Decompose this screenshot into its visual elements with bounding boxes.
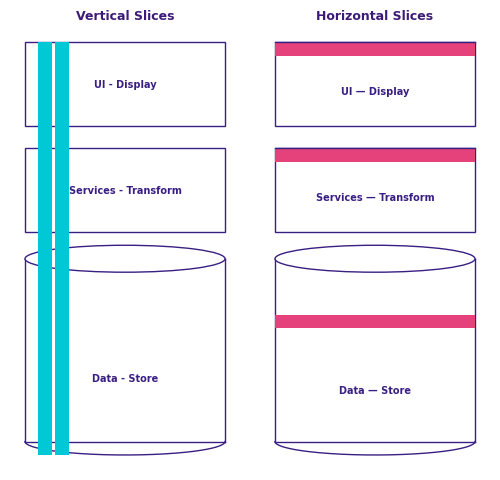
Text: Services — Transform: Services — Transform [316, 192, 434, 203]
Text: UI — Display: UI — Display [341, 87, 409, 97]
Bar [275, 43, 475, 57]
Ellipse shape [25, 246, 225, 273]
Text: Vertical Slices: Vertical Slices [76, 10, 174, 24]
Bar [275, 315, 475, 328]
Bar [275, 149, 475, 233]
Bar [55, 43, 69, 455]
Bar [25, 149, 225, 233]
Bar [275, 259, 475, 442]
Ellipse shape [275, 246, 475, 273]
Bar [275, 149, 475, 162]
Bar [25, 43, 225, 127]
Bar [275, 43, 475, 127]
Text: Data - Store: Data - Store [92, 373, 158, 383]
Text: UI - Display: UI - Display [94, 80, 156, 90]
Bar [25, 259, 225, 442]
Text: Data — Store: Data — Store [339, 385, 411, 396]
Bar [38, 43, 52, 455]
Text: Horizontal Slices: Horizontal Slices [316, 10, 434, 24]
Text: Services - Transform: Services - Transform [68, 186, 182, 196]
